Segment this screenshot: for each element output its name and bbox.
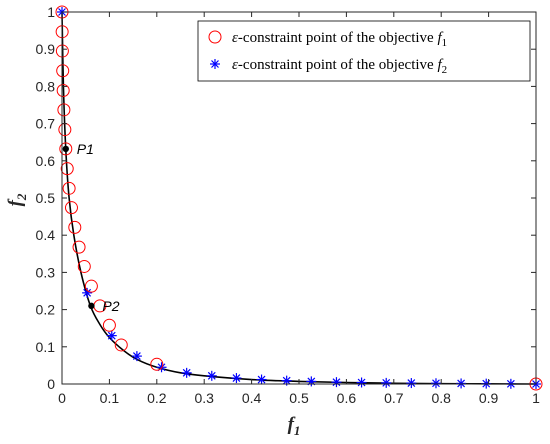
x-tick-label: 0.6 [337, 390, 357, 406]
legend-box [197, 20, 531, 82]
f1-point [60, 162, 74, 176]
frontier-line [61, 11, 537, 385]
annotation-p2: P2 [102, 298, 119, 314]
y-tick-label: 0.9 [36, 41, 56, 57]
legend-label-f2: ε-constraint point of the objective f2 [232, 57, 447, 76]
x-tick-label: 0.3 [194, 390, 214, 406]
x-tick-label: 0 [58, 390, 66, 406]
y-tick-label: 0.1 [36, 339, 56, 355]
y-tick-label: 0.4 [36, 227, 56, 243]
f2-point [106, 330, 117, 341]
y-tick-label: 0.2 [36, 302, 56, 318]
legend-label-f1: ε-constraint point of the objective f1 [232, 30, 447, 49]
y-axis-label: f2 [5, 193, 29, 206]
f2-point [231, 373, 242, 384]
f2-point [131, 351, 142, 362]
f1-point [57, 103, 71, 117]
axes: 0 0.1 0.2 0.3 0.4 0.5 0.6 0.7 0.8 0.9 1 0 0.1 0.2 0.3 0… [36, 4, 541, 406]
f1-point [56, 64, 70, 78]
annotation-dot-p1 [62, 145, 69, 153]
annotation-p1: P1 [77, 141, 94, 157]
x-tick-label: 0.4 [242, 390, 262, 406]
y-tick-label: 0.3 [36, 264, 56, 280]
f2-point [331, 377, 342, 388]
legend-marker-f2 [210, 59, 220, 69]
f2-point [381, 377, 392, 388]
x-tick-label: 0.8 [431, 390, 451, 406]
f2-point [356, 377, 367, 388]
y-tick-label: 0.5 [36, 190, 56, 206]
x-tick-label: 0.1 [100, 390, 120, 406]
f2-point [456, 378, 467, 389]
f1-point [59, 142, 73, 156]
f2-point [206, 370, 217, 381]
y-tick-label: 0.6 [36, 153, 56, 169]
x-tick-label: 1 [532, 390, 540, 406]
f2-point [306, 376, 317, 387]
x-tick-label: 0.5 [289, 390, 309, 406]
legend: ε-constraint point of the objective f1 ε… [197, 20, 531, 82]
f2-point [256, 374, 267, 385]
f2-point [430, 378, 441, 389]
y-tick-label: 0.8 [36, 78, 56, 94]
f1-point [62, 181, 76, 195]
annotation-dot-p2 [88, 302, 95, 310]
y-tick-label: 0 [47, 376, 55, 392]
f2-point [82, 287, 93, 298]
y-tick-label: 1 [47, 4, 55, 20]
f1-point [56, 83, 70, 97]
f1-point [84, 279, 98, 293]
f1-point [150, 357, 164, 371]
f1-point [64, 201, 78, 215]
f1-point [68, 220, 82, 234]
x-tick-label: 0.2 [147, 390, 167, 406]
x-axis-label: f1 [288, 414, 301, 438]
y-tick-label: 0.7 [36, 116, 56, 132]
f1-point [77, 259, 91, 273]
f1-point [102, 318, 116, 332]
x-tick-label: 0.9 [479, 390, 499, 406]
legend-marker-f1 [208, 30, 222, 44]
f1-point [114, 338, 128, 352]
f1-point [72, 240, 86, 254]
f2-point [181, 367, 192, 378]
f2-point [406, 378, 417, 389]
x-tick-label: 0.7 [384, 390, 404, 406]
